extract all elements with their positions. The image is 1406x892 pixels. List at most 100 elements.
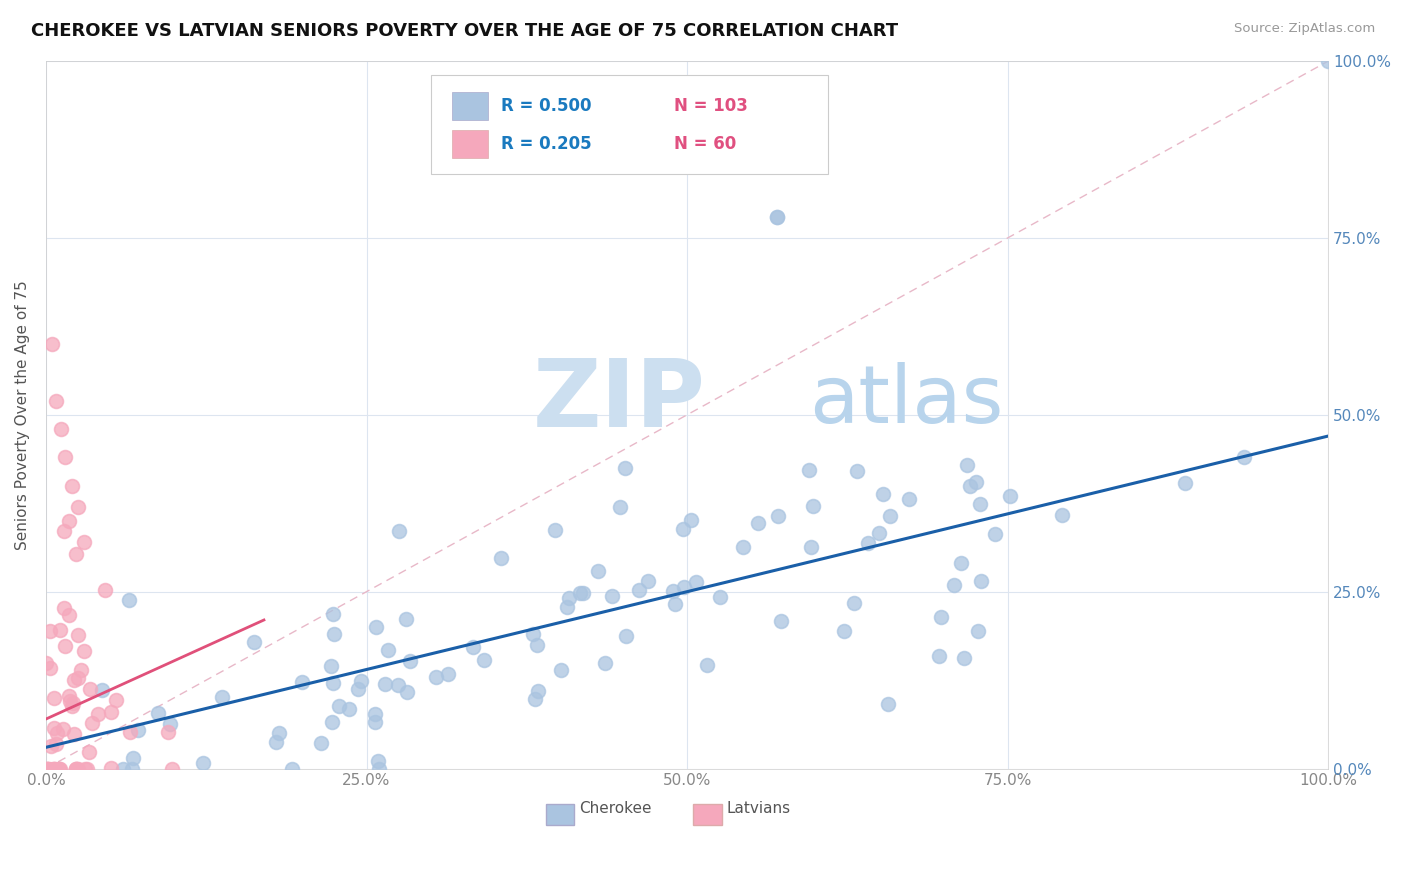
Point (928, 649, 950, 664)
Point (73, 535, 96, 549)
Point (58, 514, 80, 528)
Point (73, 644, 96, 658)
Point (943, 578, 966, 592)
Point (550, 663, 572, 677)
Point (671, 522, 693, 536)
Point (969, 497, 991, 511)
Point (146, 706, 169, 720)
Point (523, 692, 546, 706)
Point (157, 724, 180, 739)
Point (39, 739, 62, 753)
Point (747, 516, 769, 530)
Point (65, 547, 87, 561)
Point (339, 702, 361, 716)
Point (832, 624, 855, 639)
Point (628, 583, 651, 598)
Point (685, 575, 707, 590)
Point (66, 672, 89, 686)
Point (558, 591, 581, 606)
Point (387, 678, 409, 692)
Point (52, 723, 75, 737)
Point (586, 564, 609, 578)
Bar (453, 92, 488, 120)
Point (62, 726, 84, 740)
Point (1233, 450, 1256, 464)
Point (879, 508, 901, 523)
Point (364, 707, 387, 722)
Point (613, 461, 636, 475)
Point (53, 600, 76, 615)
Point (544, 523, 567, 537)
Point (160, 762, 183, 776)
Point (956, 458, 979, 472)
Point (557, 599, 579, 614)
Point (66, 762, 89, 776)
Point (571, 586, 593, 600)
Point (87, 707, 110, 722)
Point (965, 475, 987, 489)
Point (364, 714, 387, 729)
Point (45, 726, 67, 740)
Point (661, 583, 683, 598)
FancyBboxPatch shape (430, 75, 828, 174)
Point (211, 690, 233, 704)
Text: Cherokee: Cherokee (579, 801, 652, 815)
Point (75, 762, 97, 776)
Point (1050, 508, 1073, 522)
Point (77, 745, 100, 759)
Point (367, 754, 389, 768)
Point (679, 513, 702, 527)
Point (63, 673, 86, 687)
Point (105, 693, 128, 707)
Point (953, 651, 976, 665)
Point (51, 422, 73, 436)
Point (62, 696, 84, 710)
Point (291, 674, 314, 689)
Point (80, 715, 103, 730)
Point (321, 659, 343, 673)
Point (58, 608, 80, 623)
Point (269, 726, 291, 740)
Point (127, 723, 149, 737)
Point (48, 762, 70, 776)
Point (858, 535, 880, 549)
Point (872, 487, 894, 501)
Point (58, 689, 80, 703)
Point (526, 639, 548, 653)
Point (959, 479, 981, 493)
Point (765, 210, 787, 224)
Point (42, 721, 65, 735)
Point (1317, 54, 1340, 69)
Point (966, 624, 988, 639)
Point (90, 683, 112, 698)
Point (398, 654, 420, 668)
Point (45, 393, 67, 408)
Point (1174, 475, 1197, 490)
Point (121, 762, 143, 776)
Point (120, 725, 142, 739)
Point (396, 684, 419, 698)
Point (970, 574, 993, 589)
Point (41, 762, 63, 776)
Point (322, 675, 344, 690)
Point (76, 762, 98, 776)
Point (35, 762, 58, 776)
Point (374, 676, 396, 690)
Text: R = 0.500: R = 0.500 (501, 96, 592, 115)
Point (42, 762, 65, 776)
Point (281, 762, 304, 776)
Point (950, 556, 973, 570)
Point (868, 525, 890, 540)
Point (664, 597, 686, 611)
Point (53, 450, 76, 465)
Point (264, 735, 287, 749)
Point (568, 586, 591, 600)
Point (69, 663, 91, 677)
Point (35, 762, 58, 776)
Point (461, 640, 484, 655)
Point (696, 657, 718, 672)
Point (41, 337, 63, 351)
Bar (546, 804, 574, 825)
Point (377, 643, 399, 657)
Point (637, 574, 659, 589)
